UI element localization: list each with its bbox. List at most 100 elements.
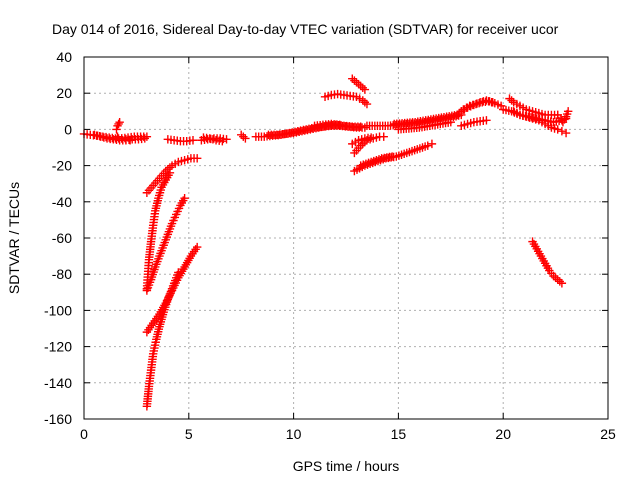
data-point: [550, 124, 559, 133]
data-point: [121, 135, 131, 144]
x-tick-label: 5: [185, 426, 193, 442]
data-point: [446, 117, 455, 127]
data-point: [357, 135, 366, 144]
series-arc-8: [142, 168, 175, 293]
data-point: [379, 132, 388, 141]
data-point: [387, 152, 397, 161]
y-tick-label: 0: [64, 121, 72, 137]
data-point: [192, 154, 202, 163]
plot-frame: [83, 56, 609, 420]
data-point: [466, 118, 475, 128]
data-point: [466, 102, 475, 111]
data-point: [320, 92, 330, 102]
series-arc-33: [528, 237, 567, 288]
data-point: [117, 134, 126, 143]
y-tick-label: -80: [52, 266, 72, 282]
data-point: [93, 131, 102, 140]
data-point: [188, 136, 198, 145]
data-point: [362, 99, 372, 109]
series-arc-10: [163, 135, 198, 146]
chart-title: Day 014 of 2016, Sidereal Day-to-day VTE…: [52, 21, 559, 37]
data-point: [180, 155, 189, 165]
series-arc-16: [310, 119, 344, 130]
series-arc-9: [142, 154, 202, 197]
y-tick-label: 20: [56, 85, 72, 101]
data-point: [469, 100, 479, 110]
data-point: [528, 107, 537, 116]
x-tick-label: 25: [600, 426, 616, 442]
data-point: [488, 98, 497, 107]
data-point: [475, 98, 485, 107]
data-point: [323, 91, 333, 101]
data-point: [485, 97, 494, 106]
data-point: [528, 114, 537, 123]
data-point: [205, 134, 214, 143]
x-tick-label: 15: [391, 426, 407, 442]
x-tick-label: 20: [495, 426, 511, 442]
y-tick-label: -100: [44, 302, 72, 318]
series-arc-4: [113, 132, 135, 145]
series-arc-27: [457, 96, 497, 116]
series-arc-20: [348, 133, 376, 149]
data-point: [463, 103, 472, 112]
y-axis-label: SDTVAR / TECUs: [6, 182, 22, 294]
y-tick-label: -20: [52, 158, 72, 174]
data-point: [463, 119, 472, 129]
series-arc-13: [237, 130, 250, 143]
series-arc-17: [320, 89, 372, 109]
y-tick-label: -60: [52, 230, 72, 246]
data-point: [96, 132, 105, 141]
data-markers: [79, 74, 573, 411]
series-arc-3: [112, 117, 124, 134]
y-tick-label: -160: [44, 411, 72, 427]
tick-labels: 0 5 10 15 20 25 40 20 0 -20 -40 -60 -80 -100 -120 -140 -…: [44, 49, 616, 442]
series-arc-32: [553, 107, 573, 127]
data-point: [335, 120, 344, 130]
data-point: [557, 279, 567, 288]
data-point: [115, 117, 124, 127]
data-point: [561, 128, 571, 138]
y-tick-label: -120: [44, 339, 72, 355]
series-arc-19: [350, 132, 388, 158]
x-axis-label: GPS time / hours: [293, 458, 400, 474]
series-arc-28: [457, 116, 491, 130]
data-point: [493, 100, 503, 109]
data-point: [472, 99, 482, 108]
data-point: [356, 122, 365, 131]
data-point: [241, 134, 250, 143]
data-point: [547, 123, 556, 132]
data-point: [218, 136, 227, 146]
x-tick-label: 0: [80, 426, 88, 442]
series-arc-12: [199, 133, 227, 146]
data-point: [563, 107, 573, 116]
data-point: [183, 155, 192, 164]
series-arc-31: [509, 107, 571, 138]
data-point: [354, 136, 363, 145]
data-point: [360, 85, 370, 94]
data-point: [525, 106, 534, 115]
data-point: [180, 193, 189, 203]
data-point: [140, 134, 149, 143]
series-arc-18: [348, 74, 370, 94]
data-point: [460, 120, 469, 130]
data-point: [553, 110, 562, 120]
grid: [84, 57, 608, 419]
data-point: [99, 133, 109, 142]
data-point: [457, 121, 466, 130]
data-point: [125, 136, 135, 145]
y-tick-label: -40: [52, 194, 72, 210]
data-point: [366, 133, 376, 142]
data-point: [482, 96, 491, 105]
data-point: [522, 105, 531, 114]
data-point: [174, 157, 183, 167]
data-point: [482, 116, 491, 125]
data-point: [531, 108, 540, 117]
data-point: [522, 112, 531, 121]
data-point: [177, 156, 186, 166]
data-point: [531, 115, 540, 124]
data-point: [112, 125, 121, 134]
series-arc-15: [264, 120, 365, 140]
series-arc-6: [142, 242, 202, 337]
data-point: [90, 130, 99, 140]
